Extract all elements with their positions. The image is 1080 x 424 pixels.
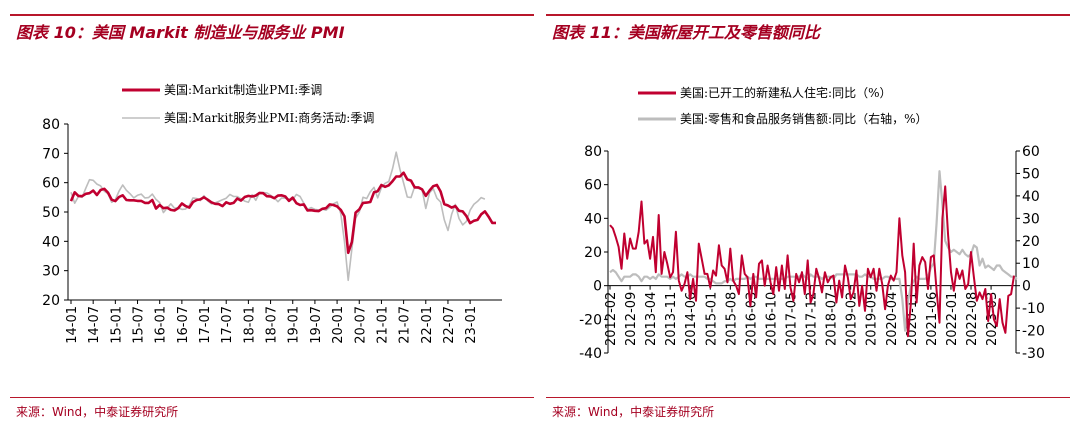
x-tick-label: 19-07 bbox=[309, 306, 324, 344]
y-tick-label: 40 bbox=[42, 234, 60, 250]
source-note: 来源：Wind，中泰证券研究所 bbox=[16, 405, 179, 419]
y-tick-label-right: 50 bbox=[1022, 166, 1040, 182]
title-rule bbox=[10, 14, 534, 16]
y-tick-label-right: 20 bbox=[1022, 234, 1040, 250]
y-tick-label-right: -30 bbox=[1022, 346, 1045, 362]
x-tick-label: 21-01 bbox=[375, 306, 390, 344]
y-tick-label: 80 bbox=[42, 117, 60, 133]
source-rule bbox=[546, 397, 1070, 398]
y-tick-label-left: 0 bbox=[593, 279, 602, 295]
series-line-manufacturing-pmi bbox=[69, 171, 496, 255]
x-tick-label: 2015-08 bbox=[724, 292, 739, 346]
source-rule bbox=[10, 397, 534, 398]
x-tick-label: 17-01 bbox=[198, 306, 213, 344]
x-tick-label: 22-01 bbox=[420, 306, 435, 344]
y-tick-label-right: -10 bbox=[1022, 301, 1045, 317]
pmi-chart: 80 70 60 50 40 30 20 14-01 14-07 15-01 15-07 16-01 1… bbox=[42, 83, 502, 344]
x-tick-label: 18-01 bbox=[242, 306, 257, 344]
x-tick-label: 23-01 bbox=[464, 306, 479, 344]
source-note: 来源：Wind，中泰证券研究所 bbox=[552, 405, 715, 419]
y-tick-label-left: -40 bbox=[579, 346, 602, 362]
x-tick-label: 21-07 bbox=[398, 306, 413, 344]
y-tick-label-left: 60 bbox=[584, 178, 602, 194]
title-rule bbox=[546, 14, 1070, 16]
y-tick-label-right: 10 bbox=[1022, 256, 1040, 272]
x-tick-label: 16-07 bbox=[176, 306, 191, 344]
legend-label: 美国:零售和食品服务销售额:同比（右轴，%） bbox=[680, 111, 928, 126]
x-tick-label: 2018-07 bbox=[825, 292, 840, 346]
y-tick-label: 70 bbox=[42, 146, 60, 162]
y-tick-label: 50 bbox=[42, 205, 60, 221]
legend-label: 美国:Markit制造业PMI:季调 bbox=[164, 83, 322, 97]
y-tick-label-left: 40 bbox=[584, 211, 602, 227]
x-tick-label: 14-07 bbox=[87, 306, 102, 344]
housing-retail-chart: 80 60 40 20 0 -20 -40 60 50 40 30 20 10 0 -10 -20 -30 201… bbox=[579, 85, 1045, 362]
chart-panel-housing-retail: 图表 11：美国新屋开工及零售额同比 80 60 40 20 0 -20 -40 60 50 40… bbox=[546, 0, 1070, 424]
x-tick-label: 20-07 bbox=[353, 306, 368, 344]
y-tick-label-left: -20 bbox=[579, 312, 602, 328]
x-tick-label: 2021-06 bbox=[925, 292, 940, 346]
x-tick-label: 17-07 bbox=[220, 306, 235, 344]
x-tick-label: 2016-10 bbox=[764, 292, 779, 346]
legend-label: 美国:Markit服务业PMI:商务活动:季调 bbox=[164, 110, 374, 125]
x-tick-label: 22-07 bbox=[442, 306, 457, 344]
x-tick-label: 2020-04 bbox=[885, 292, 900, 346]
y-tick-label-right: 0 bbox=[1022, 279, 1031, 295]
chart-title: 图表 10：美国 Markit 制造业与服务业 PMI bbox=[16, 23, 345, 42]
series-line-services-pmi bbox=[70, 151, 486, 282]
x-tick-label: 18-07 bbox=[265, 306, 280, 344]
y-tick-label: 60 bbox=[42, 176, 60, 192]
y-tick-label: 30 bbox=[42, 264, 60, 280]
x-tick-label: 20-01 bbox=[331, 306, 346, 344]
chart-title: 图表 11：美国新屋开工及零售额同比 bbox=[552, 23, 820, 42]
x-tick-label: 14-01 bbox=[65, 306, 80, 344]
x-tick-label: 2014-06 bbox=[684, 292, 699, 346]
y-tick-label-right: -20 bbox=[1022, 324, 1045, 340]
series-line-housing-starts bbox=[609, 185, 1015, 338]
y-tick-label-right: 40 bbox=[1022, 189, 1040, 205]
x-tick-label: 2017-05 bbox=[785, 292, 800, 346]
y-tick-label-left: 80 bbox=[584, 144, 602, 160]
x-tick-label: 2017-12 bbox=[805, 292, 820, 346]
y-tick-label: 20 bbox=[42, 293, 60, 309]
x-tick-label: 2013-04 bbox=[644, 292, 659, 346]
x-tick-label: 2019-09 bbox=[865, 292, 880, 346]
x-tick-label: 2022-08 bbox=[965, 292, 980, 346]
y-tick-label-left: 20 bbox=[584, 245, 602, 261]
y-tick-label-right: 60 bbox=[1022, 144, 1040, 160]
x-tick-label: 16-01 bbox=[154, 306, 169, 344]
x-tick-label: 2015-01 bbox=[704, 292, 719, 346]
x-tick-label: 2022-01 bbox=[945, 292, 960, 346]
y-tick-label-right: 30 bbox=[1022, 211, 1040, 227]
x-tick-label: 2013-11 bbox=[664, 292, 679, 346]
x-tick-label: 15-07 bbox=[132, 306, 147, 344]
x-tick-label: 19-01 bbox=[287, 306, 302, 344]
x-tick-label: 2019-02 bbox=[845, 292, 860, 346]
x-tick-label: 15-01 bbox=[109, 306, 124, 344]
x-tick-label: 2012-09 bbox=[624, 292, 639, 346]
x-tick-label: 2012-02 bbox=[604, 292, 619, 346]
legend-label: 美国:已开工的新建私人住宅:同比（%） bbox=[680, 85, 892, 100]
x-tick-label: 2023-03 bbox=[985, 292, 1000, 346]
chart-panel-pmi: 图表 10：美国 Markit 制造业与服务业 PMI 80 70 60 50 40 30… bbox=[10, 0, 534, 424]
x-tick-label: 2016-03 bbox=[744, 292, 759, 346]
